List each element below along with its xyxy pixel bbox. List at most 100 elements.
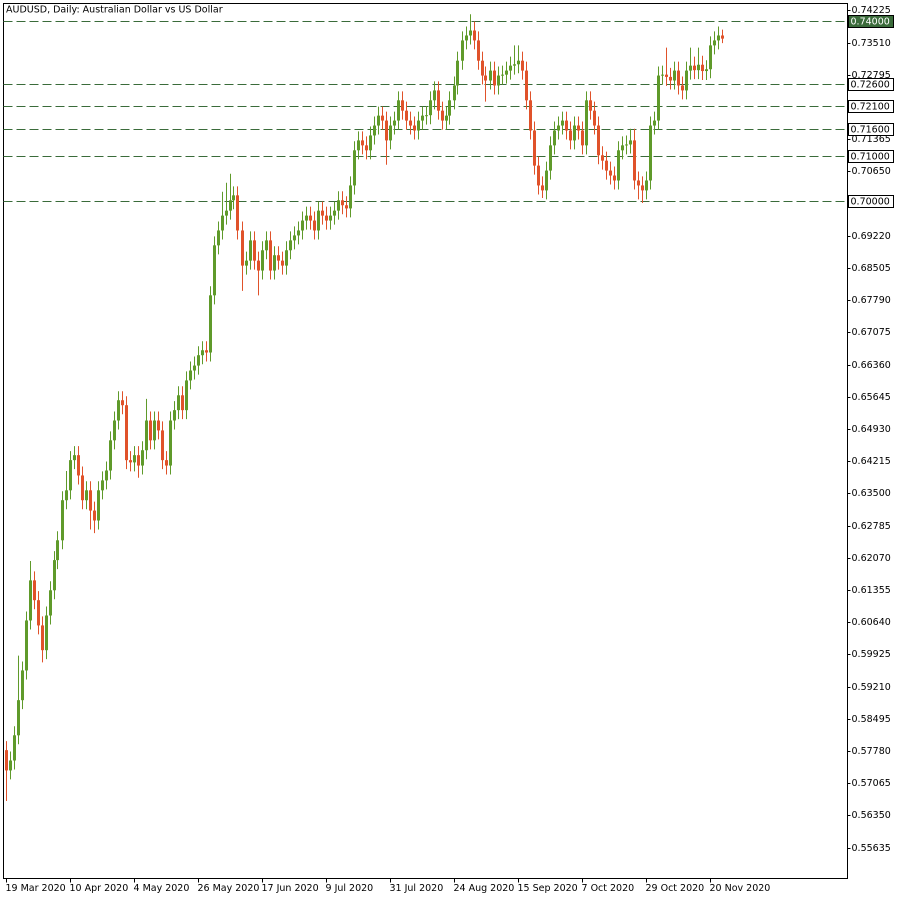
candle-body — [309, 215, 312, 221]
candle-body — [337, 200, 340, 211]
candle-body — [97, 490, 100, 521]
candle-body — [605, 160, 608, 171]
y-tick-label: 0.55635 — [852, 843, 891, 854]
candle-body — [173, 410, 176, 421]
candle-body — [525, 70, 528, 101]
candle-body — [25, 620, 28, 671]
level-label: 0.70000 — [851, 197, 890, 208]
candle-body — [413, 125, 416, 131]
level-label: 0.72100 — [851, 102, 890, 113]
candle-body — [293, 235, 296, 241]
y-tick-label: 0.57065 — [852, 778, 891, 789]
x-tick-label: 20 Nov 2020 — [710, 883, 771, 894]
candle-body — [73, 455, 76, 461]
candle-body — [213, 245, 216, 296]
candle-body — [225, 210, 228, 216]
candle-body — [425, 115, 428, 117]
y-tick-label: 0.67790 — [852, 295, 891, 306]
y-tick-label: 0.68505 — [852, 263, 891, 274]
candle-body — [33, 580, 36, 601]
candle-body — [161, 430, 164, 461]
candle-body — [257, 260, 260, 271]
candle-body — [113, 420, 116, 441]
y-tick-label: 0.57780 — [852, 746, 891, 757]
candle-body — [289, 240, 292, 251]
candle-body — [81, 475, 84, 501]
candle-body — [349, 185, 352, 209]
plot-frame — [3, 3, 848, 879]
candle-body — [153, 420, 156, 441]
candle-body — [417, 120, 420, 131]
candle-body — [89, 490, 92, 511]
candle-body — [537, 165, 540, 186]
y-tick-label: 0.58495 — [852, 714, 891, 725]
x-tick-label: 31 Jul 2020 — [390, 883, 444, 894]
candle-body — [589, 100, 592, 111]
candle-body — [285, 250, 288, 266]
candle-body — [453, 85, 456, 101]
candle-body — [565, 120, 568, 131]
candle-body — [261, 250, 264, 271]
candle-body — [509, 65, 512, 71]
candle-body — [181, 395, 184, 411]
candle-body — [281, 260, 284, 266]
candle-body — [253, 240, 256, 261]
candle-body — [517, 60, 520, 65]
y-tick-label: 0.62070 — [852, 553, 891, 564]
candle-body — [609, 170, 612, 176]
candle-body — [105, 470, 108, 481]
x-tick-label: 7 Oct 2020 — [582, 883, 635, 894]
x-tick-label: 4 May 2020 — [134, 883, 190, 894]
y-tick-label: 0.59925 — [852, 649, 891, 660]
candle-body — [713, 40, 716, 46]
candle-body — [617, 150, 620, 181]
candle-body — [601, 155, 604, 161]
candle-body — [41, 625, 44, 651]
candle-body — [625, 144, 628, 146]
y-tick-label: 0.64215 — [852, 456, 891, 467]
candle-body — [241, 230, 244, 266]
candle-body — [553, 130, 556, 146]
candle-body — [621, 145, 624, 151]
candle-body — [401, 100, 404, 111]
candle-body — [637, 180, 640, 186]
candle-body — [649, 125, 652, 181]
candle-body — [117, 400, 120, 421]
candle-body — [185, 380, 188, 411]
candle-body — [405, 110, 408, 121]
candle-body — [381, 115, 384, 121]
candle-body — [85, 490, 88, 501]
y-tick-label: 0.56350 — [852, 810, 891, 821]
candle-body — [437, 90, 440, 111]
candle-body — [469, 30, 472, 36]
candle-body — [201, 350, 204, 356]
y-tick-label: 0.59210 — [852, 682, 891, 693]
candle-body — [448, 100, 451, 116]
candle-body — [573, 125, 576, 141]
candle-body — [305, 215, 308, 221]
y-tick-label: 0.70650 — [852, 166, 891, 177]
candle-body — [581, 130, 584, 146]
y-tick-label: 0.65645 — [852, 392, 891, 403]
y-tick-label: 0.63500 — [852, 488, 891, 499]
candle-body — [273, 255, 276, 271]
candle-body — [685, 70, 688, 91]
candle-body — [236, 195, 239, 231]
candle-body — [277, 255, 280, 261]
candle-body — [329, 215, 332, 221]
candle-body — [5, 750, 8, 771]
candle-body — [633, 140, 636, 181]
candle-body — [569, 130, 572, 141]
candle-body — [149, 420, 152, 441]
level-label: 0.72600 — [851, 80, 890, 91]
candle-body — [473, 30, 476, 41]
candle-body — [497, 75, 500, 86]
x-tick-label: 24 Aug 2020 — [454, 883, 515, 894]
candle-body — [169, 420, 172, 466]
candle-body — [701, 64, 704, 72]
candle-body — [133, 455, 136, 463]
x-tick-label: 26 May 2020 — [198, 883, 260, 894]
level-label-box — [848, 150, 894, 163]
candle-body — [37, 600, 40, 626]
